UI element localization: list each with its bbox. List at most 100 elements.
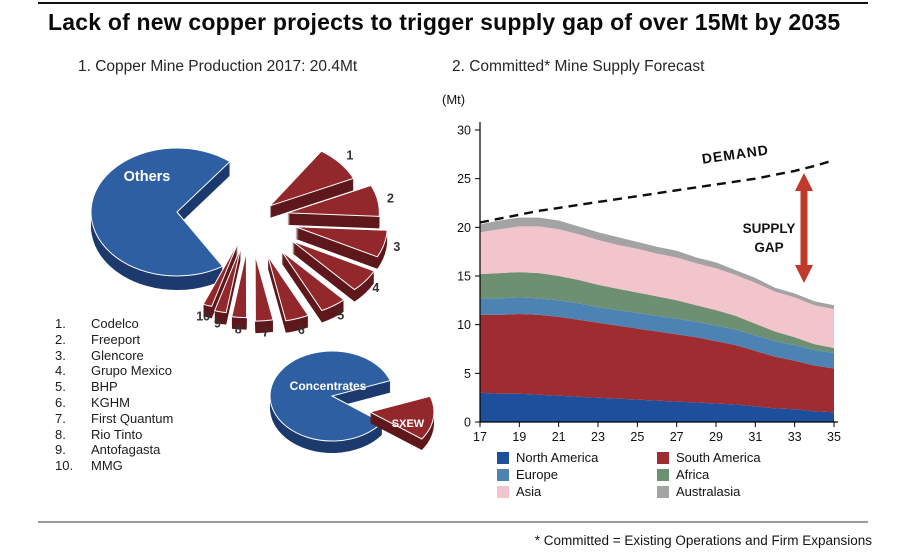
pie-slice-sxew xyxy=(368,395,435,440)
producer-rank: 7. xyxy=(55,410,66,426)
producer-name: BHP xyxy=(91,379,118,395)
supply-gap-label-line1: SUPPLY xyxy=(743,221,796,236)
producer-row: 3. Glencore xyxy=(55,348,173,364)
pie-slice-2 xyxy=(287,184,380,217)
legend-label: North America xyxy=(516,450,599,465)
producer-row: 9. Antofagasta xyxy=(55,442,173,458)
legend-label: South America xyxy=(676,450,761,465)
footnote: * Committed = Existing Operations and Fi… xyxy=(534,533,872,548)
legend-item-africa: Africa xyxy=(657,467,827,482)
legend-swatch xyxy=(497,468,509,481)
producer-rank: 3. xyxy=(55,347,66,363)
area-europe xyxy=(480,297,834,369)
pie-slice-number: 1 xyxy=(346,149,353,163)
producer-rank: 2. xyxy=(55,331,66,347)
supply-forecast-chart: 0 5 10 15 20 25 30 17 19 21 23 25 27 29 31 33 35 DEMAND SU… xyxy=(457,122,841,444)
y-tick-label: 25 xyxy=(457,172,471,186)
y-tick-label: 10 xyxy=(457,318,471,332)
producer-rank: 10. xyxy=(55,458,74,474)
supply-gap-arrow-head-top xyxy=(795,173,813,191)
producer-row: 10. MMG xyxy=(55,458,173,474)
producer-rank: 1. xyxy=(55,316,66,331)
pie-slice-number: 4 xyxy=(372,281,379,295)
y-tick-label: 0 xyxy=(464,416,471,430)
y-tick-label: 5 xyxy=(464,367,471,381)
producer-row: 4. Grupo Mexico xyxy=(55,363,173,379)
x-tick-label: 23 xyxy=(591,430,605,444)
pie-label-others: Others xyxy=(124,169,171,185)
page-title: Lack of new copper projects to trigger s… xyxy=(48,9,841,35)
producer-row: 2. Freeport xyxy=(55,332,173,348)
legend-swatch xyxy=(657,451,669,464)
legend-swatch xyxy=(657,485,669,498)
legend-item-asia: Asia xyxy=(497,484,657,499)
top-divider xyxy=(38,2,868,4)
producer-name: Glencore xyxy=(91,347,144,363)
legend-label: Australasia xyxy=(676,484,741,499)
pie-slice-number: 3 xyxy=(393,240,400,254)
producer-row: 8. Rio Tinto xyxy=(55,427,173,443)
pie-slice-3 xyxy=(295,226,388,258)
legend-item-australasia: Australasia xyxy=(657,484,827,499)
producer-name: KGHM xyxy=(91,394,130,410)
pie-slice-number: 6 xyxy=(298,323,305,337)
pie-slice-1 xyxy=(269,150,355,207)
y-tick-label: 20 xyxy=(457,221,471,235)
pie-slice-6 xyxy=(267,255,309,322)
area-north-america xyxy=(480,392,834,422)
pie-slice-5 xyxy=(281,250,345,312)
x-tick-label: 27 xyxy=(670,430,684,444)
x-tick-label: 31 xyxy=(748,430,762,444)
supply-gap-label-line2: GAP xyxy=(754,240,783,255)
producer-name: Codelco xyxy=(91,316,139,331)
y-axis-unit-label: (Mt) xyxy=(442,92,466,107)
chart-legend: North America South America Europe Africa As… xyxy=(497,450,827,499)
producer-rank: 6. xyxy=(55,394,66,410)
area-south-america xyxy=(480,314,834,413)
pie-slice-number: 8 xyxy=(235,322,242,336)
producer-name: Freeport xyxy=(91,331,141,347)
legend-label: Africa xyxy=(676,467,710,482)
area-australasia xyxy=(480,217,834,310)
pie-slice-others xyxy=(90,147,231,277)
legend-label: Asia xyxy=(516,484,542,499)
producer-row: 7. First Quantum xyxy=(55,411,173,427)
supply-gap-arrow-head-bottom xyxy=(795,265,813,283)
legend-item-south-america: South America xyxy=(657,450,827,465)
producer-row: 1. Codelco xyxy=(55,316,173,332)
demand-label: DEMAND xyxy=(701,141,770,166)
producer-row: 6. KGHM xyxy=(55,395,173,411)
legend-label: Europe xyxy=(516,467,558,482)
producer-rank: 4. xyxy=(55,363,66,379)
producer-name: Rio Tinto xyxy=(91,426,143,442)
left-chart-heading: 1. Copper Mine Production 2017: 20.4Mt xyxy=(78,58,358,75)
legend-swatch xyxy=(657,468,669,481)
producer-name: Grupo Mexico xyxy=(91,363,172,379)
pie-slice-number: 9 xyxy=(214,317,221,331)
pie-slice-9 xyxy=(213,247,242,314)
producer-rank: 5. xyxy=(55,379,66,395)
producer-name: Antofagasta xyxy=(91,442,161,458)
pie-slice-4 xyxy=(291,240,375,291)
legend-swatch xyxy=(497,451,509,464)
demand-line xyxy=(479,159,835,224)
legend-item-europe: Europe xyxy=(497,467,657,482)
pie-slice-concentrates xyxy=(269,350,392,442)
pie-slice-number: 2 xyxy=(387,191,394,205)
pie-slice-7 xyxy=(254,254,274,322)
pie-slice-number: 10 xyxy=(196,310,210,324)
area-africa xyxy=(480,272,834,353)
right-chart-heading: 2. Committed* Mine Supply Forecast xyxy=(452,58,705,75)
x-tick-label: 35 xyxy=(827,430,841,444)
pie-slice-number: 7 xyxy=(262,326,269,340)
x-tick-label: 25 xyxy=(630,430,644,444)
y-tick-label: 30 xyxy=(457,124,471,138)
x-tick-label: 29 xyxy=(709,430,723,444)
area-asia xyxy=(480,226,834,348)
x-tick-label: 33 xyxy=(788,430,802,444)
producer-name: MMG xyxy=(91,458,123,474)
pie-label-sxew: SXEW xyxy=(392,418,425,430)
x-tick-label: 19 xyxy=(512,430,526,444)
bottom-divider xyxy=(38,521,868,523)
